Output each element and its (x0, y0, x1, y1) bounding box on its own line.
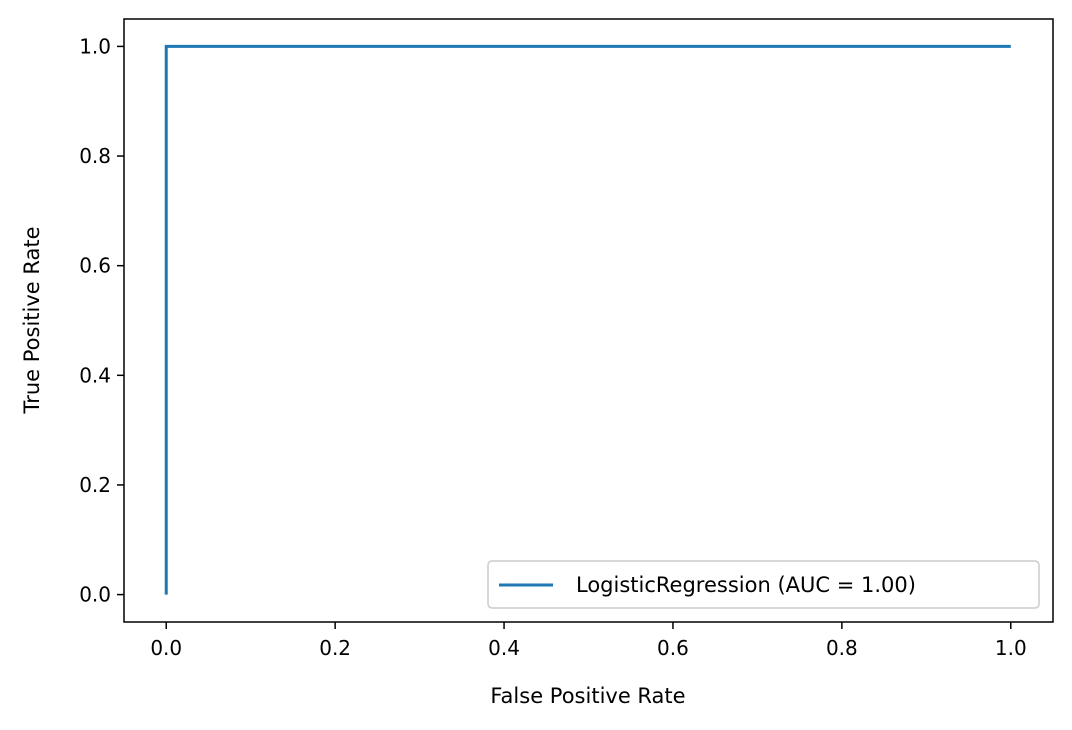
y-tick-label: 1.0 (79, 34, 111, 58)
x-axis-label: False Positive Rate (490, 684, 685, 708)
legend-box (487, 560, 1040, 609)
legend: LogisticRegression (AUC = 1.00) (487, 560, 1040, 609)
x-tick-label: 0.8 (826, 636, 858, 660)
x-tick-label: 1.0 (995, 636, 1027, 660)
y-tick-label: 0.8 (79, 144, 111, 168)
y-tick-label: 0.2 (79, 473, 111, 497)
y-axis-label: True Positive Rate (20, 226, 44, 414)
legend-label: LogisticRegression (AUC = 1.00) (576, 573, 916, 597)
x-tick-label: 0.6 (657, 636, 689, 660)
plot-area (124, 19, 1053, 622)
x-tick-label: 0.2 (319, 636, 351, 660)
y-tick-label: 0.0 (79, 583, 111, 607)
x-tick-label: 0.0 (150, 636, 182, 660)
x-tick-label: 0.4 (488, 636, 520, 660)
series-layer (164, 44, 1011, 595)
series-line-0 (164, 44, 1011, 595)
y-tick-label: 0.4 (79, 363, 111, 387)
x-axis-ticks: 0.0 0.2 0.4 0.6 0.8 1.0 (150, 622, 1027, 660)
y-axis-ticks: 0.0 0.2 0.4 0.6 0.8 1.0 (79, 34, 124, 607)
plot-frame (123, 18, 1054, 623)
y-tick-label: 0.6 (79, 254, 111, 278)
